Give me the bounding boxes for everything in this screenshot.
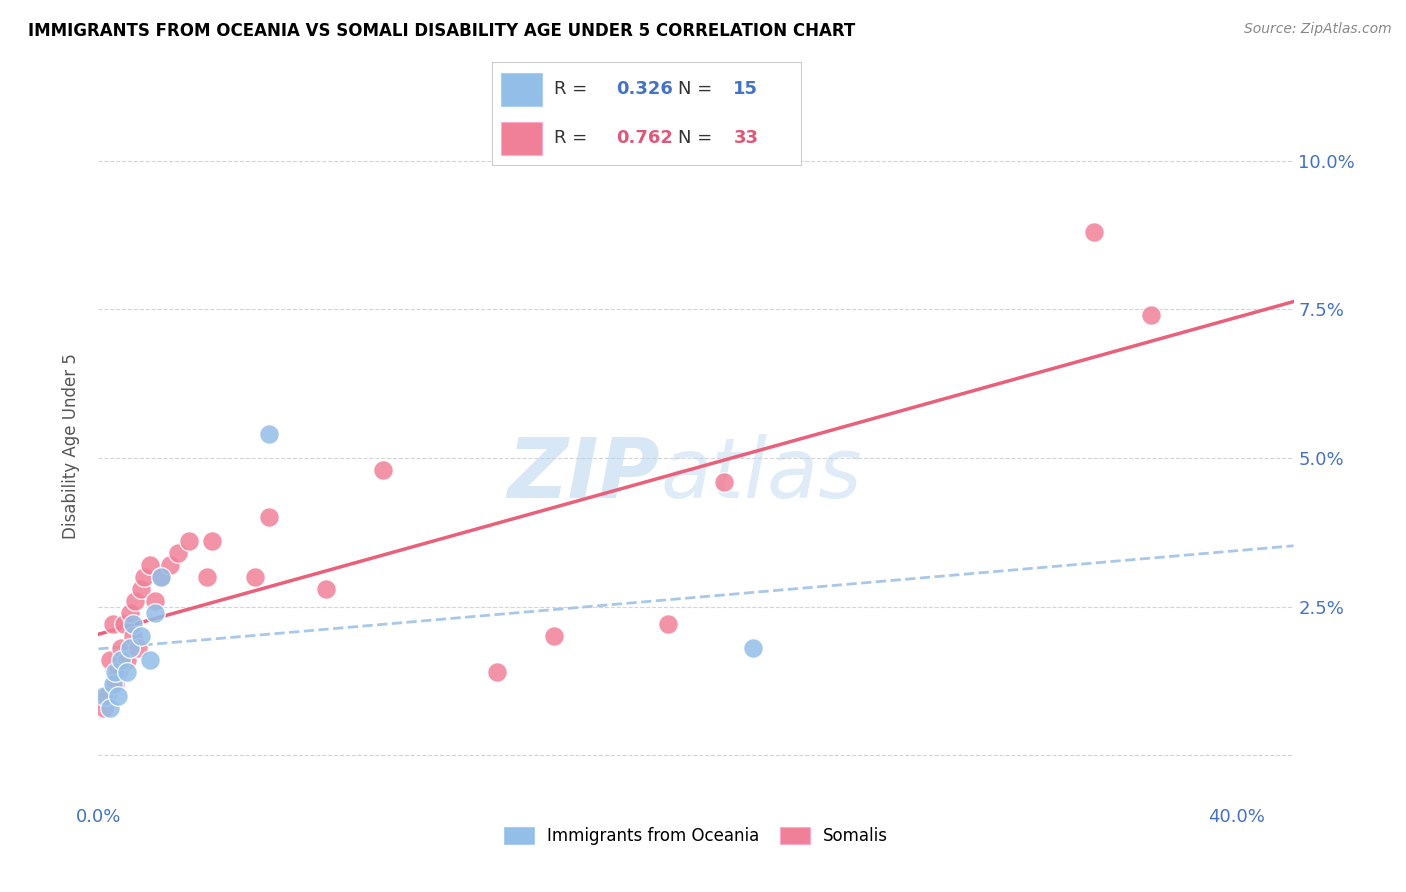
Point	[121, 617, 143, 632]
Point	[110, 641, 132, 656]
Point	[257, 510, 280, 524]
Text: 15: 15	[734, 79, 758, 97]
Point	[741, 641, 763, 656]
Bar	[502, 122, 541, 155]
Point	[657, 617, 679, 632]
Point	[118, 606, 141, 620]
Point	[315, 582, 337, 596]
Text: 0.762: 0.762	[616, 128, 672, 147]
Point	[159, 558, 181, 572]
Point	[138, 653, 160, 667]
Point	[121, 629, 143, 643]
Point	[150, 570, 173, 584]
Point	[129, 629, 152, 643]
Point	[1083, 225, 1105, 239]
Text: N =: N =	[678, 128, 717, 147]
Point	[129, 582, 152, 596]
Point	[138, 558, 160, 572]
Point	[132, 570, 155, 584]
Point	[1140, 308, 1163, 322]
Point	[179, 534, 201, 549]
Text: R =: R =	[554, 128, 593, 147]
Point	[101, 677, 124, 691]
Point	[543, 629, 565, 643]
Point	[167, 546, 190, 560]
Point	[124, 593, 146, 607]
Point	[107, 665, 129, 679]
Point	[118, 641, 141, 656]
Point	[150, 570, 173, 584]
Point	[98, 700, 121, 714]
Point	[485, 665, 508, 679]
Point	[93, 689, 115, 703]
Text: 33: 33	[734, 128, 758, 147]
Point	[143, 593, 166, 607]
Point	[257, 427, 280, 442]
Point	[104, 677, 127, 691]
Text: Source: ZipAtlas.com: Source: ZipAtlas.com	[1244, 22, 1392, 37]
Point	[195, 570, 218, 584]
Point	[93, 700, 115, 714]
Legend: Immigrants from Oceania, Somalis: Immigrants from Oceania, Somalis	[494, 817, 898, 855]
Text: N =: N =	[678, 79, 717, 97]
Text: 0.326: 0.326	[616, 79, 672, 97]
Point	[371, 463, 394, 477]
Point	[243, 570, 266, 584]
Text: IMMIGRANTS FROM OCEANIA VS SOMALI DISABILITY AGE UNDER 5 CORRELATION CHART: IMMIGRANTS FROM OCEANIA VS SOMALI DISABI…	[28, 22, 855, 40]
Point	[112, 617, 135, 632]
Point	[115, 665, 138, 679]
Y-axis label: Disability Age Under 5: Disability Age Under 5	[62, 353, 80, 539]
Point	[713, 475, 735, 489]
Bar	[502, 73, 541, 105]
Point	[115, 653, 138, 667]
Point	[110, 653, 132, 667]
Point	[101, 617, 124, 632]
Text: R =: R =	[554, 79, 593, 97]
Point	[96, 689, 118, 703]
Point	[201, 534, 224, 549]
Point	[107, 689, 129, 703]
Point	[143, 606, 166, 620]
Point	[104, 665, 127, 679]
Text: ZIP: ZIP	[508, 434, 661, 515]
Point	[98, 653, 121, 667]
Point	[127, 641, 149, 656]
Text: atlas: atlas	[661, 434, 862, 515]
